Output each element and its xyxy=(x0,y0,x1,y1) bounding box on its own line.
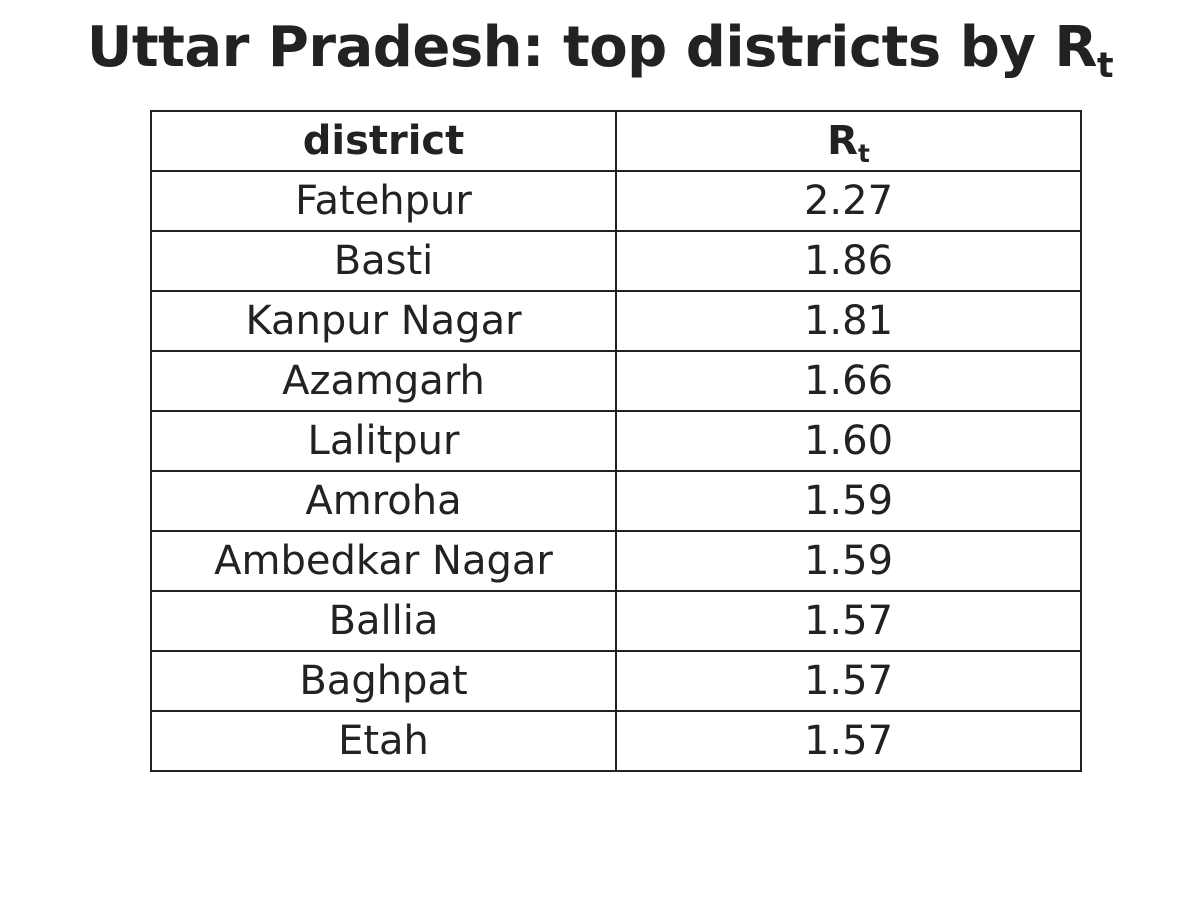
table-row: Ambedkar Nagar 1.59 xyxy=(150,530,1082,592)
district-cell: Ballia xyxy=(150,590,617,652)
rt-value-cell: 1.59 xyxy=(615,530,1082,592)
column-header-rt-subscript: t xyxy=(857,138,870,168)
column-header-rt: Rt xyxy=(615,110,1082,172)
chart-title-subscript: t xyxy=(1096,46,1114,87)
table-row: Fatehpur 2.27 xyxy=(150,170,1082,232)
districts-table: district Rt Fatehpur 2.27 Basti 1.86 Kanpur … xyxy=(150,110,1082,772)
rt-value-cell: 1.60 xyxy=(615,410,1082,472)
table-header-row: district Rt xyxy=(150,110,1082,172)
rt-value-cell: 1.57 xyxy=(615,590,1082,652)
table-row: Etah 1.57 xyxy=(150,710,1082,772)
chart-title-main: Uttar Pradesh: top districts by R xyxy=(86,15,1098,80)
district-cell: Fatehpur xyxy=(150,170,617,232)
table-row: Azamgarh 1.66 xyxy=(150,350,1082,412)
district-cell: Ambedkar Nagar xyxy=(150,530,617,592)
rt-value-cell: 1.86 xyxy=(615,230,1082,292)
column-header-rt-label: R xyxy=(827,118,858,164)
chart-title: Uttar Pradesh: top districts by Rt xyxy=(0,8,1200,88)
rt-value-cell: 1.57 xyxy=(615,710,1082,772)
table-body: Fatehpur 2.27 Basti 1.86 Kanpur Nagar 1.81 Aza… xyxy=(150,170,1082,772)
table-row: Baghpat 1.57 xyxy=(150,650,1082,712)
district-cell: Amroha xyxy=(150,470,617,532)
rt-value-cell: 1.57 xyxy=(615,650,1082,712)
district-cell: Basti xyxy=(150,230,617,292)
table-row: Kanpur Nagar 1.81 xyxy=(150,290,1082,352)
district-cell: Kanpur Nagar xyxy=(150,290,617,352)
rt-value-cell: 1.66 xyxy=(615,350,1082,412)
rt-value-cell: 1.59 xyxy=(615,470,1082,532)
district-cell: Lalitpur xyxy=(150,410,617,472)
column-header-district-label: district xyxy=(302,118,465,164)
table-row: Amroha 1.59 xyxy=(150,470,1082,532)
district-cell: Azamgarh xyxy=(150,350,617,412)
table-row: Basti 1.86 xyxy=(150,230,1082,292)
column-header-district: district xyxy=(150,110,617,172)
table-row: Ballia 1.57 xyxy=(150,590,1082,652)
district-cell: Etah xyxy=(150,710,617,772)
rt-value-cell: 1.81 xyxy=(615,290,1082,352)
district-cell: Baghpat xyxy=(150,650,617,712)
rt-value-cell: 2.27 xyxy=(615,170,1082,232)
table-row: Lalitpur 1.60 xyxy=(150,410,1082,472)
